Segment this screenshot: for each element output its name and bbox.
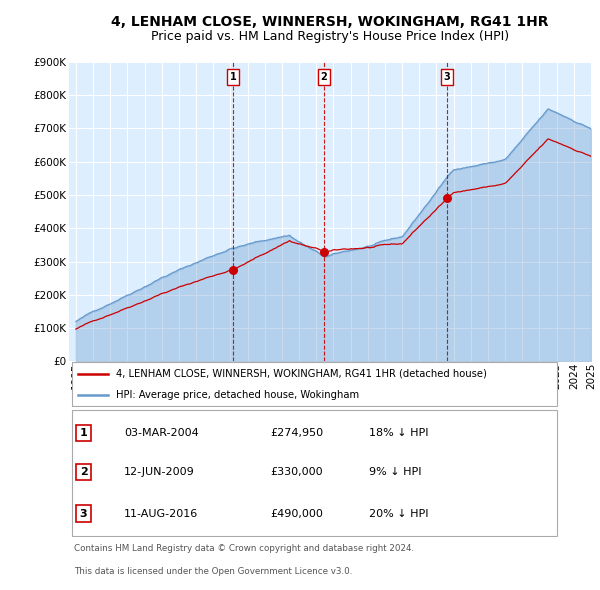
Text: 9% ↓ HPI: 9% ↓ HPI xyxy=(369,467,422,477)
Text: £330,000: £330,000 xyxy=(270,467,323,477)
Point xyxy=(229,265,238,274)
Text: £274,950: £274,950 xyxy=(270,428,323,438)
Text: 3: 3 xyxy=(80,509,88,519)
Point xyxy=(442,194,452,203)
Text: 03-MAR-2004: 03-MAR-2004 xyxy=(124,428,199,438)
Text: HPI: Average price, detached house, Wokingham: HPI: Average price, detached house, Woki… xyxy=(116,389,359,399)
Text: £490,000: £490,000 xyxy=(270,509,323,519)
Text: 4, LENHAM CLOSE, WINNERSH, WOKINGHAM, RG41 1HR (detached house): 4, LENHAM CLOSE, WINNERSH, WOKINGHAM, RG… xyxy=(116,369,487,379)
Text: Price paid vs. HM Land Registry's House Price Index (HPI): Price paid vs. HM Land Registry's House … xyxy=(151,30,509,43)
Text: 12-JUN-2009: 12-JUN-2009 xyxy=(124,467,194,477)
Text: 1: 1 xyxy=(230,72,237,82)
Text: 2: 2 xyxy=(80,467,88,477)
Text: 18% ↓ HPI: 18% ↓ HPI xyxy=(369,428,428,438)
Text: 11-AUG-2016: 11-AUG-2016 xyxy=(124,509,198,519)
Text: 2: 2 xyxy=(320,72,328,82)
Text: 20% ↓ HPI: 20% ↓ HPI xyxy=(369,509,428,519)
Text: 4, LENHAM CLOSE, WINNERSH, WOKINGHAM, RG41 1HR: 4, LENHAM CLOSE, WINNERSH, WOKINGHAM, RG… xyxy=(111,15,549,30)
Text: Contains HM Land Registry data © Crown copyright and database right 2024.: Contains HM Land Registry data © Crown c… xyxy=(74,545,415,553)
Text: This data is licensed under the Open Government Licence v3.0.: This data is licensed under the Open Gov… xyxy=(74,567,353,576)
Text: 1: 1 xyxy=(80,428,88,438)
Text: 3: 3 xyxy=(444,72,451,82)
Point xyxy=(319,247,329,256)
